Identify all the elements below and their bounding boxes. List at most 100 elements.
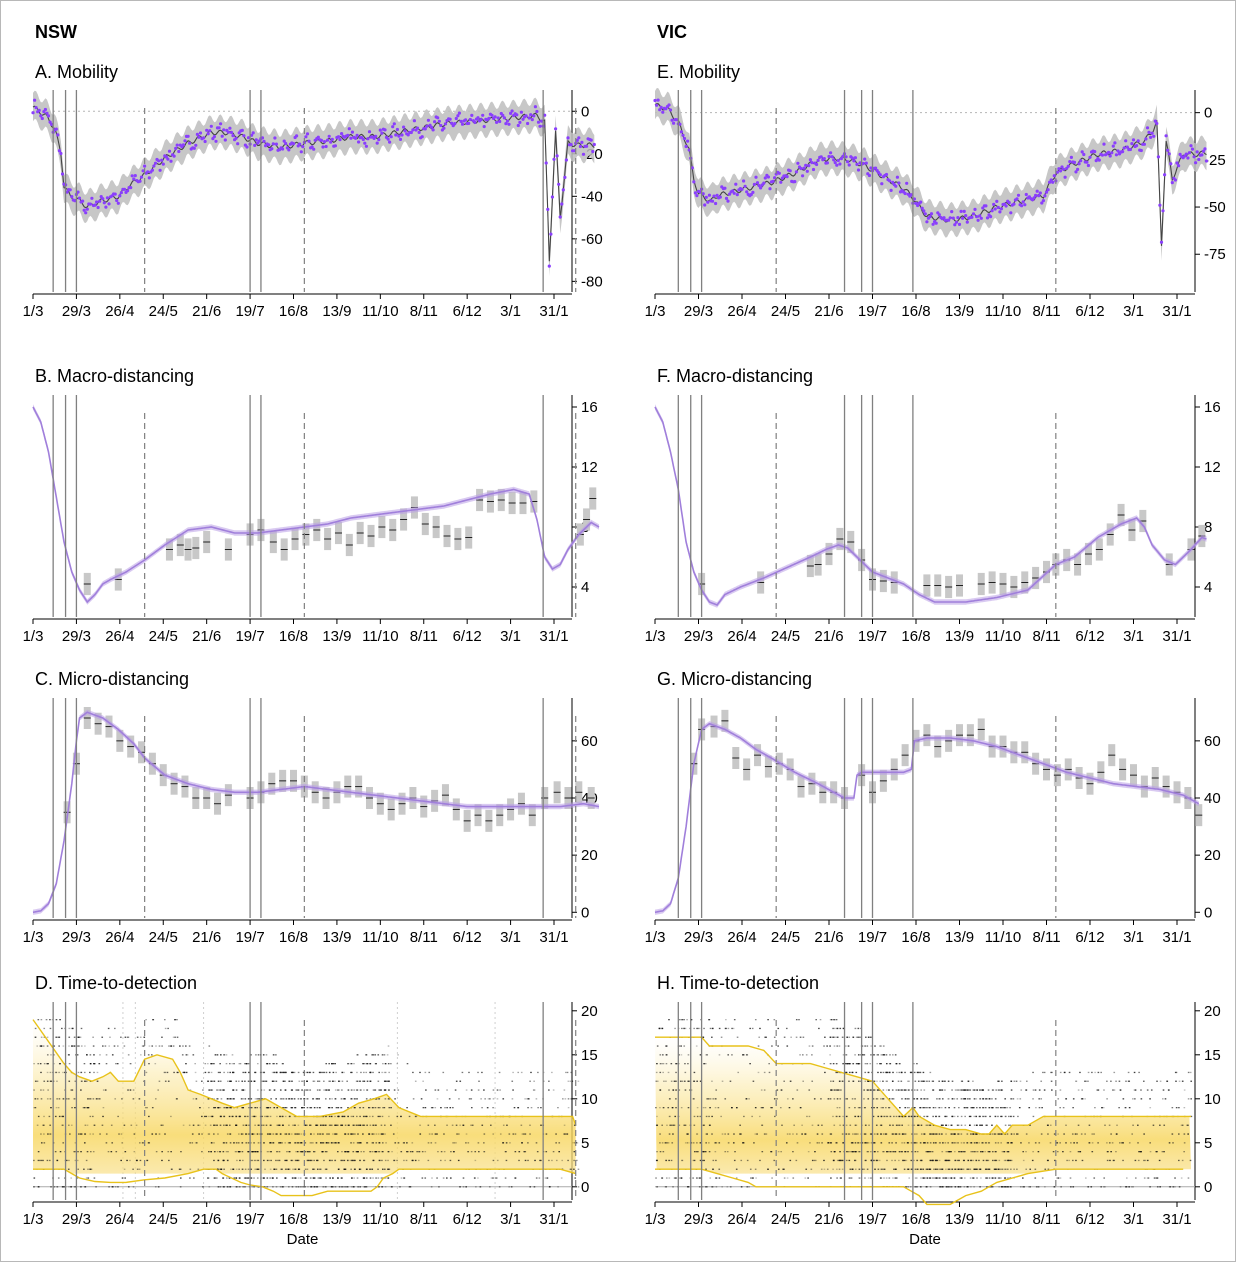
mobility-data-point [728, 192, 732, 196]
case-dot [702, 1036, 704, 1038]
mobility-data-point [116, 201, 120, 205]
case-dot [696, 1115, 699, 1118]
case-dot [284, 1115, 287, 1118]
case-dot [33, 1186, 35, 1188]
case-dot [338, 1115, 340, 1118]
case-dot [323, 1080, 325, 1082]
case-dot [251, 1159, 254, 1162]
case-dot [219, 1080, 222, 1082]
case-dot [334, 1089, 337, 1091]
case-dot [274, 1071, 277, 1074]
panel-title-a: A. Mobility [35, 62, 119, 82]
case-dot [725, 1019, 727, 1021]
mobility-data-point [888, 179, 892, 183]
case-dot [807, 1151, 810, 1153]
case-dot [795, 1133, 798, 1135]
case-dot [233, 1098, 235, 1100]
case-dot [108, 1045, 111, 1047]
case-dot [47, 1089, 49, 1091]
case-dot [350, 1115, 353, 1118]
case-dot [924, 1177, 926, 1179]
case-dot [842, 1142, 845, 1144]
mobility-data-point [270, 147, 274, 151]
case-dot [74, 1080, 77, 1082]
mobility-data-point [1004, 204, 1008, 208]
case-dot [359, 1115, 361, 1118]
case-dot [275, 1098, 277, 1100]
case-dot [332, 1177, 334, 1179]
case-dot [214, 1054, 217, 1056]
mobility-data-point [202, 136, 206, 140]
case-dot [254, 1124, 256, 1126]
case-dot [419, 1071, 421, 1074]
case-dot [563, 1124, 566, 1126]
case-dot [316, 1107, 319, 1109]
mobility-data-point [73, 199, 77, 203]
case-dot [208, 1115, 210, 1118]
mobility-data-point [558, 215, 562, 219]
case-dot [823, 1168, 826, 1170]
case-dot [865, 1036, 867, 1038]
case-dot [693, 1027, 695, 1030]
case-dot [406, 1063, 409, 1065]
case-dot [225, 1054, 228, 1056]
case-dot [366, 1063, 369, 1065]
case-dot [77, 1151, 79, 1153]
case-dot [351, 1159, 353, 1162]
case-dot [715, 1177, 718, 1179]
mobility-data-point [1055, 170, 1059, 174]
case-dot [656, 1151, 658, 1153]
case-dot [844, 1063, 847, 1065]
x-tick-label: 13/9 [945, 628, 974, 645]
mobility-data-point [804, 163, 808, 167]
mobility-data-point [129, 186, 133, 190]
mobility-data-point [487, 116, 491, 120]
case-dot [919, 1107, 922, 1109]
case-dot [62, 1142, 65, 1144]
case-dot [499, 1133, 502, 1135]
case-dot [874, 1045, 876, 1047]
case-dot [210, 1071, 213, 1074]
case-dot [321, 1071, 324, 1074]
mobility-data-point [768, 187, 772, 191]
case-dot [120, 1159, 122, 1162]
case-dot [689, 1080, 691, 1082]
case-dot [430, 1142, 433, 1144]
mobility-data-point [217, 126, 221, 130]
case-dot [235, 1124, 237, 1126]
case-dot [886, 1115, 889, 1118]
case-dot [86, 1054, 88, 1056]
case-dot [821, 1124, 823, 1126]
case-dot [248, 1107, 250, 1109]
case-dot [820, 1098, 822, 1100]
case-dot [878, 1159, 881, 1162]
case-dot [836, 1177, 838, 1179]
mobility-data-point [1023, 203, 1027, 207]
case-dot [242, 1089, 244, 1091]
case-dot [229, 1063, 231, 1065]
case-dot [368, 1133, 370, 1135]
case-dot [509, 1142, 511, 1144]
case-dot [37, 1151, 40, 1153]
case-dot [948, 1159, 951, 1162]
x-tick-label: 21/6 [814, 1211, 843, 1228]
mobility-data-point [212, 135, 216, 139]
mobility-data-point [796, 161, 800, 165]
case-dot [318, 1098, 320, 1100]
case-dot [251, 1115, 254, 1118]
case-dot [855, 1063, 858, 1065]
mobility-data-point [856, 168, 861, 172]
case-dot [138, 1168, 141, 1170]
case-dot [840, 1159, 842, 1162]
case-dot [760, 1107, 763, 1109]
case-dot [829, 1133, 832, 1135]
y-tick-label: 4 [1204, 579, 1212, 596]
case-dot [230, 1107, 232, 1109]
case-dot [876, 1063, 878, 1065]
case-dot [90, 1168, 93, 1170]
case-dot [55, 1071, 58, 1074]
case-dot [201, 1133, 203, 1135]
mobility-data-point [1144, 137, 1148, 141]
case-dot [917, 1168, 919, 1170]
case-dot [70, 1177, 73, 1179]
